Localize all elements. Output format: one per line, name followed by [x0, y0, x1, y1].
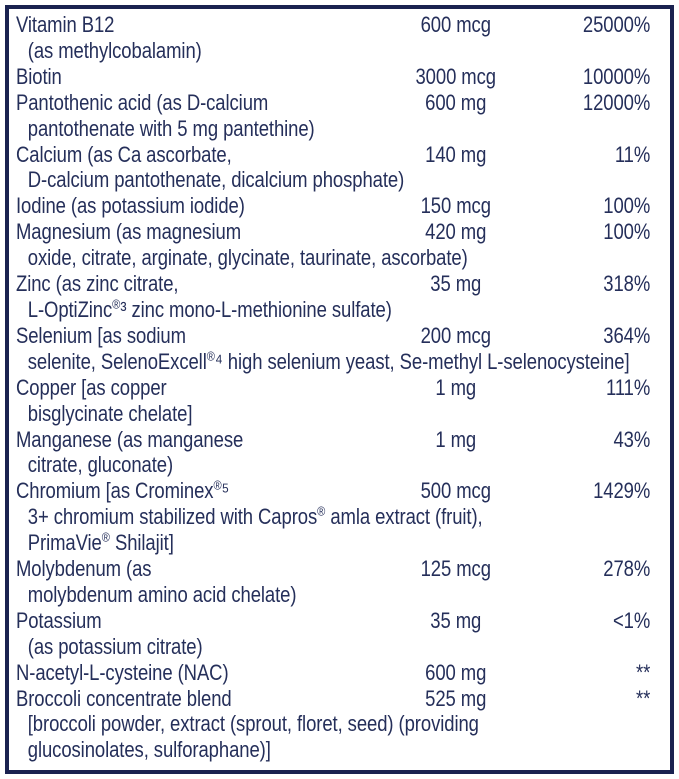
- nutrient-daily-value: 318%: [603, 271, 651, 297]
- nutrient-daily-value: 278%: [603, 556, 651, 582]
- nutrient-name-continuation: citrate, gluconate): [27, 452, 174, 478]
- nutrient-main-line: Zinc (as zinc citrate, 35 mg 318%: [16, 271, 650, 297]
- nutrient-main-line: Pantothenic acid (as D-calcium 600 mg 12…: [16, 90, 650, 116]
- nutrient-row: Manganese (as manganese 1 mg 43% citrate…: [16, 427, 650, 479]
- nutrient-row: Iodine (as potassium iodide) 150 mcg 100…: [16, 193, 650, 219]
- nutrient-main-line: Manganese (as manganese 1 mg 43%: [16, 427, 650, 453]
- nutrient-amount: 35 mg: [430, 607, 482, 633]
- nutrient-daily-value: 11%: [614, 141, 651, 167]
- nutrient-daily-value: **: [635, 685, 651, 711]
- nutrient-name: Magnesium (as magnesium: [16, 219, 242, 245]
- nutrient-daily-value: 1429%: [593, 478, 651, 504]
- nutrient-amount: 600 mg: [425, 659, 487, 685]
- nutrient-row: Molybdenum (as 125 mcg 278% molybdenum a…: [16, 556, 650, 608]
- nutrient-name-continuation: bisglycinate chelate]: [27, 400, 193, 426]
- nutrient-name-continuation: [broccoli powder, extract (sprout, flore…: [27, 711, 479, 737]
- nutrient-daily-value: **: [635, 659, 651, 685]
- nutrient-row: Chromium [as Crominex®⁵ 500 mcg 1429% 3+…: [16, 478, 650, 556]
- nutrient-name-continuation: molybdenum amino acid chelate): [27, 581, 297, 607]
- nutrient-name: Broccoli concentrate blend: [16, 685, 232, 711]
- nutrient-main-line: Selenium [as sodium 200 mcg 364%: [16, 323, 650, 349]
- nutrient-row: Vitamin B12 600 mcg 25000% (as methylcob…: [16, 12, 650, 64]
- nutrient-amount: 1 mg: [435, 426, 477, 452]
- nutrient-name: Zinc (as zinc citrate,: [16, 271, 179, 297]
- nutrient-name-continuation: selenite, SelenoExcell®⁴ high selenium y…: [27, 348, 630, 374]
- nutrient-amount: 125 mcg: [420, 556, 491, 582]
- nutrient-name-continuation: D-calcium pantothenate, dicalcium phosph…: [27, 167, 405, 193]
- nutrient-amount: 200 mcg: [420, 322, 491, 348]
- nutrient-name-continuation: L-OptiZinc®³ zinc mono-L-methionine sulf…: [27, 296, 392, 322]
- nutrient-name-continuation: oxide, citrate, arginate, glycinate, tau…: [27, 245, 468, 271]
- nutrient-name-continuation: 3+ chromium stabilized with Capros® amla…: [27, 503, 483, 530]
- nutrient-main-line: Chromium [as Crominex®⁵ 500 mcg 1429%: [16, 478, 650, 504]
- nutrient-row: Magnesium (as magnesium 420 mg 100% oxid…: [16, 219, 650, 271]
- nutrient-name: N-acetyl-L-cysteine (NAC): [16, 659, 229, 685]
- nutrient-name: Selenium [as sodium: [16, 322, 186, 348]
- nutrient-name: Potassium: [16, 607, 102, 633]
- nutrient-amount: 140 mg: [425, 141, 487, 167]
- nutrient-row: Pantothenic acid (as D-calcium 600 mg 12…: [16, 90, 650, 142]
- nutrient-name-continuation: (as potassium citrate): [27, 633, 203, 659]
- nutrient-name: Copper [as copper: [16, 374, 167, 400]
- nutrient-name-continuation: pantothenate with 5 mg pantethine): [27, 115, 315, 141]
- nutrient-main-line: Molybdenum (as 125 mcg 278%: [16, 556, 650, 582]
- nutrient-name: Manganese (as manganese: [16, 426, 244, 452]
- nutrient-amount: 600 mg: [425, 89, 487, 115]
- nutrient-main-line: Copper [as copper 1 mg 111%: [16, 375, 650, 401]
- nutrient-daily-value: 12000%: [582, 89, 651, 115]
- nutrient-main-line: Magnesium (as magnesium 420 mg 100%: [16, 219, 650, 245]
- nutrient-row: Calcium (as Ca ascorbate, 140 mg 11% D-c…: [16, 142, 650, 194]
- nutrient-main-line: Calcium (as Ca ascorbate, 140 mg 11%: [16, 142, 650, 168]
- nutrient-row: N-acetyl-L-cysteine (NAC) 600 mg **: [16, 660, 650, 686]
- nutrient-row: Selenium [as sodium 200 mcg 364% selenit…: [16, 323, 650, 375]
- nutrient-main-line: Biotin 3000 mcg 10000%: [16, 64, 650, 90]
- nutrient-daily-value: 111%: [606, 374, 651, 400]
- nutrient-amount: 35 mg: [430, 271, 482, 297]
- nutrient-name-continuation: (as methylcobalamin): [27, 37, 202, 63]
- nutrient-daily-value: 364%: [603, 322, 651, 348]
- supplement-facts-panel: Vitamin B12 600 mcg 25000% (as methylcob…: [5, 5, 674, 774]
- nutrient-row: Zinc (as zinc citrate, 35 mg 318% L-Opti…: [16, 271, 650, 323]
- nutrient-name: Biotin: [16, 63, 62, 89]
- nutrient-row: Broccoli concentrate blend 525 mg ** [br…: [16, 686, 650, 764]
- nutrient-row: Biotin 3000 mcg 10000%: [16, 64, 650, 90]
- nutrient-name-continuation: PrimaVie® Shilajit]: [27, 529, 174, 556]
- nutrient-name: Pantothenic acid (as D-calcium: [16, 89, 269, 115]
- nutrient-name: Chromium [as Crominex®⁵: [16, 477, 230, 504]
- nutrient-main-line: Potassium 35 mg <1%: [16, 608, 650, 634]
- nutrient-daily-value: 100%: [603, 219, 651, 245]
- nutrient-amount: 600 mcg: [420, 12, 491, 37]
- nutrient-main-line: Vitamin B12 600 mcg 25000%: [16, 12, 650, 38]
- nutrient-row: Copper [as copper 1 mg 111% bisglycinate…: [16, 375, 650, 427]
- nutrient-amount: 150 mcg: [420, 193, 491, 219]
- nutrient-amount: 525 mg: [425, 685, 487, 711]
- nutrient-main-line: Broccoli concentrate blend 525 mg **: [16, 686, 650, 712]
- nutrient-row: Potassium 35 mg <1% (as potassium citrat…: [16, 608, 650, 660]
- nutrient-name: Iodine (as potassium iodide): [16, 193, 245, 219]
- nutrient-amount: 420 mg: [425, 219, 487, 245]
- nutrient-daily-value: 43%: [613, 426, 651, 452]
- nutrient-daily-value: 100%: [603, 193, 651, 219]
- nutrient-rows: Vitamin B12 600 mcg 25000% (as methylcob…: [16, 12, 650, 763]
- nutrient-daily-value: <1%: [612, 607, 651, 633]
- nutrient-amount: 1 mg: [435, 374, 477, 400]
- nutrient-daily-value: 10000%: [582, 63, 651, 89]
- nutrient-amount: 500 mcg: [420, 478, 491, 504]
- nutrient-main-line: Iodine (as potassium iodide) 150 mcg 100…: [16, 193, 650, 219]
- nutrient-name-continuation: glucosinolates, sulforaphane)]: [27, 737, 271, 763]
- nutrient-name: Molybdenum (as: [16, 556, 152, 582]
- nutrient-name: Vitamin B12: [16, 12, 115, 37]
- nutrient-main-line: N-acetyl-L-cysteine (NAC) 600 mg **: [16, 660, 650, 686]
- nutrient-daily-value: 25000%: [582, 12, 651, 37]
- nutrient-amount: 3000 mcg: [415, 63, 496, 89]
- nutrient-name: Calcium (as Ca ascorbate,: [16, 141, 232, 167]
